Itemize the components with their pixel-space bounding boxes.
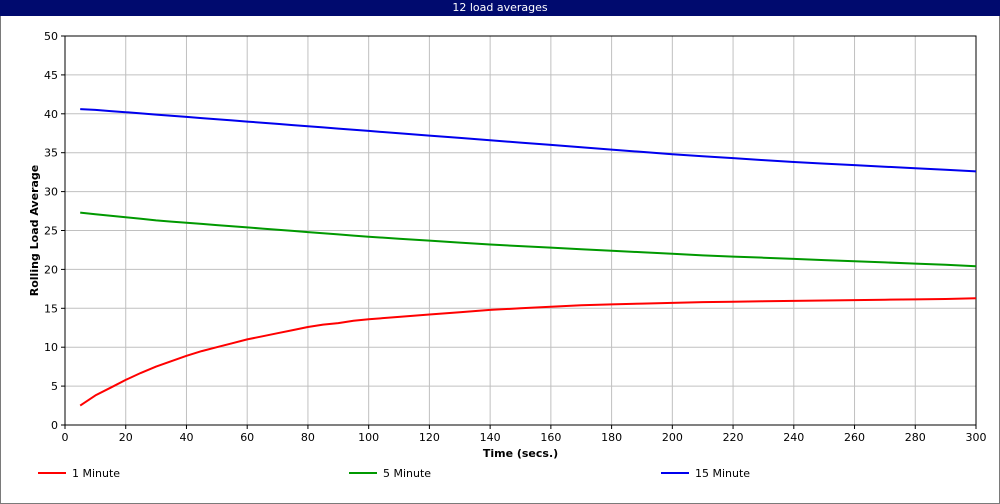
y-tick-label: 50 (44, 30, 58, 43)
y-tick-label: 40 (44, 108, 58, 121)
window-title: 12 load averages (0, 0, 1000, 16)
series-lines (79, 108, 977, 407)
series-line-1-minute (79, 297, 977, 407)
y-tick-label: 25 (44, 225, 58, 238)
x-tick-label: 160 (540, 431, 561, 444)
x-tick-label: 20 (119, 431, 133, 444)
series-line-5-minute (80, 211, 977, 268)
x-tick-label: 100 (358, 431, 379, 444)
x-axis-title: Time (secs.) (483, 447, 558, 460)
x-tick-label: 80 (301, 431, 315, 444)
legend-label-15-minute: 15 Minute (695, 467, 750, 480)
y-tick-label: 0 (51, 419, 58, 432)
y-tick-label: 10 (44, 341, 58, 354)
series-line-15-minute (80, 108, 977, 173)
x-tick-label: 140 (480, 431, 501, 444)
y-tick-label: 15 (44, 302, 58, 315)
y-tick-label: 20 (44, 263, 58, 276)
legend-label-1-minute: 1 Minute (72, 467, 120, 480)
x-tick-label: 240 (783, 431, 804, 444)
axis-ticks: 0 20 40 60 80 100 120 140 160 180 200 220 240 260 280 3… (44, 30, 987, 444)
legend-label-5-minute: 5 Minute (383, 467, 431, 480)
y-tick-label: 5 (51, 380, 58, 393)
x-tick-label: 40 (179, 431, 193, 444)
x-tick-label: 200 (662, 431, 683, 444)
x-tick-label: 180 (601, 431, 622, 444)
x-tick-label: 60 (240, 431, 254, 444)
legend: 1 Minute 5 Minute 15 Minute (38, 467, 750, 480)
x-tick-label: 280 (905, 431, 926, 444)
x-tick-label: 120 (419, 431, 440, 444)
x-tick-label: 260 (844, 431, 865, 444)
x-tick-label: 300 (966, 431, 987, 444)
y-tick-label: 35 (44, 147, 58, 160)
y-tick-label: 30 (44, 186, 58, 199)
y-tick-label: 45 (44, 69, 58, 82)
x-tick-label: 0 (62, 431, 69, 444)
grid (64, 35, 977, 426)
y-axis-title: Rolling Load Average (28, 165, 41, 297)
x-tick-label: 220 (723, 431, 744, 444)
